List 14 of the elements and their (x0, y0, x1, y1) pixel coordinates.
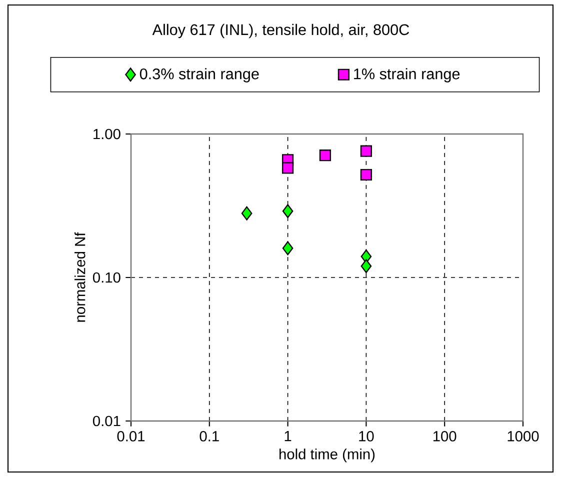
x-tick-label: 0.01 (117, 431, 145, 442)
x-tick-label: 10 (359, 431, 374, 442)
x-tick-label: 0.1 (200, 431, 219, 442)
y-axis-title: normalized Nf (74, 232, 86, 322)
x-tick-label: 100 (433, 431, 456, 442)
y-tick-label: 1.00 (94, 128, 120, 140)
y-tick-label: 0.01 (92, 416, 120, 426)
x-tick-label: 1 (284, 431, 292, 442)
x-tick-label: 1000 (508, 431, 539, 442)
y-tick-label: 0.10 (92, 272, 120, 283)
legend-label: 0.3% strain range (140, 68, 259, 82)
chart-title: Alloy 617 (INL), tensile hold, air, 800C (152, 24, 410, 38)
x-axis-title: hold time (min) (280, 448, 375, 462)
legend-label: 1% strain range (354, 68, 460, 82)
